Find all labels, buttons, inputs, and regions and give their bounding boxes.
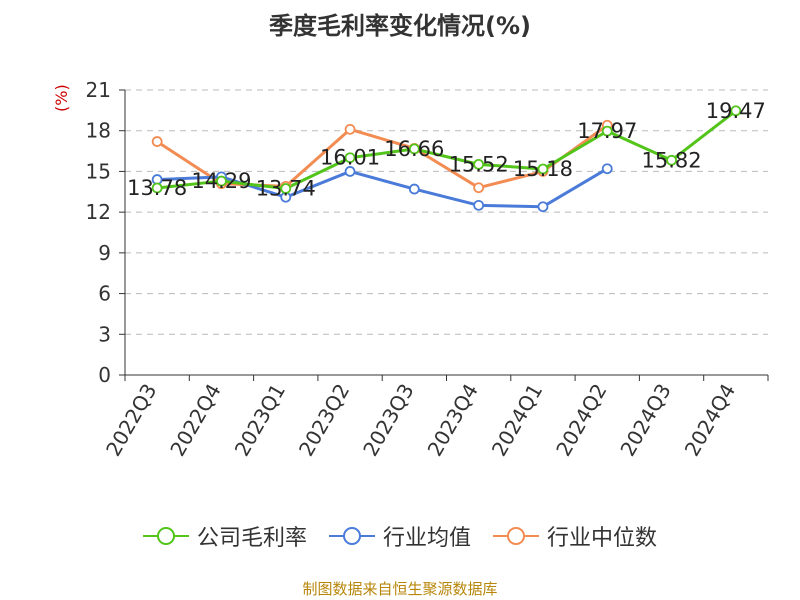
source-note: 制图数据来自恒生聚源数据库	[302, 580, 498, 598]
data-point	[473, 182, 485, 194]
data-point	[473, 199, 485, 211]
legend-item-industry-median[interactable]: 行业中位数	[493, 520, 657, 552]
data-label: 15.82	[641, 148, 701, 172]
legend-marker-icon	[328, 527, 375, 545]
legend-item-industry-mean[interactable]: 行业均值	[328, 520, 471, 552]
legend-marker-icon	[493, 527, 539, 545]
data-point	[473, 158, 485, 170]
data-label: 17.97	[577, 119, 637, 143]
data-point	[601, 125, 613, 137]
data-point	[216, 175, 227, 187]
series-line	[156, 109, 737, 191]
x-tick-label: 2024Q1	[487, 380, 547, 461]
data-point	[408, 143, 420, 155]
data-point	[537, 201, 549, 213]
data-point	[344, 152, 356, 164]
series-line	[157, 167, 609, 209]
chart-title: 季度毛利率变化情况(%)	[269, 12, 531, 40]
y-tick-label: 15	[86, 159, 111, 183]
x-tick-label: 2022Q4	[165, 380, 225, 461]
y-tick-label: 9	[98, 241, 111, 265]
y-tick-label: 0	[98, 363, 111, 387]
legend-label: 行业中位数	[547, 526, 658, 551]
y-tick-label: 18	[86, 119, 111, 143]
data-label: 13.74	[256, 177, 316, 201]
legend-marker-icon	[142, 527, 189, 545]
legend-label: 行业均值	[382, 526, 471, 551]
data-point	[151, 182, 163, 194]
legend: 公司毛利率 行业均值 行业中位数	[0, 520, 800, 552]
y-tick-label: 12	[86, 200, 111, 224]
legend-label: 公司毛利率	[196, 526, 307, 551]
data-label: 14.29	[191, 169, 251, 193]
data-point	[537, 163, 549, 175]
data-label: 13.78	[127, 176, 187, 200]
series-line	[156, 124, 609, 190]
x-tick-label: 2023Q3	[358, 380, 418, 461]
data-label: 19.47	[706, 99, 766, 123]
y-tick-label: 3	[98, 322, 111, 346]
data-point	[280, 183, 292, 194]
x-tick-label: 2023Q1	[230, 380, 290, 461]
data-point	[601, 163, 613, 175]
data-point	[344, 166, 356, 177]
data-point	[730, 105, 742, 117]
data-label: 16.01	[320, 146, 380, 170]
data-point	[408, 183, 420, 195]
x-tick-label: 2024Q4	[680, 380, 740, 461]
x-tick-label: 2022Q3	[101, 380, 161, 461]
data-point	[344, 123, 356, 135]
x-tick-label: 2024Q2	[551, 380, 611, 461]
x-tick-label: 2023Q2	[294, 380, 354, 461]
data-point	[666, 154, 677, 166]
x-tick-label: 2024Q3	[615, 380, 675, 461]
data-label: 16.66	[384, 137, 444, 161]
legend-item-company[interactable]: 公司毛利率	[142, 520, 307, 552]
x-tick-label: 2023Q4	[423, 380, 483, 461]
y-tick-label: 6	[98, 282, 111, 306]
data-point	[151, 136, 163, 147]
y-tick-label: 21	[86, 78, 111, 102]
data-label: 15.18	[513, 157, 573, 181]
data-label: 15.52	[449, 152, 509, 176]
